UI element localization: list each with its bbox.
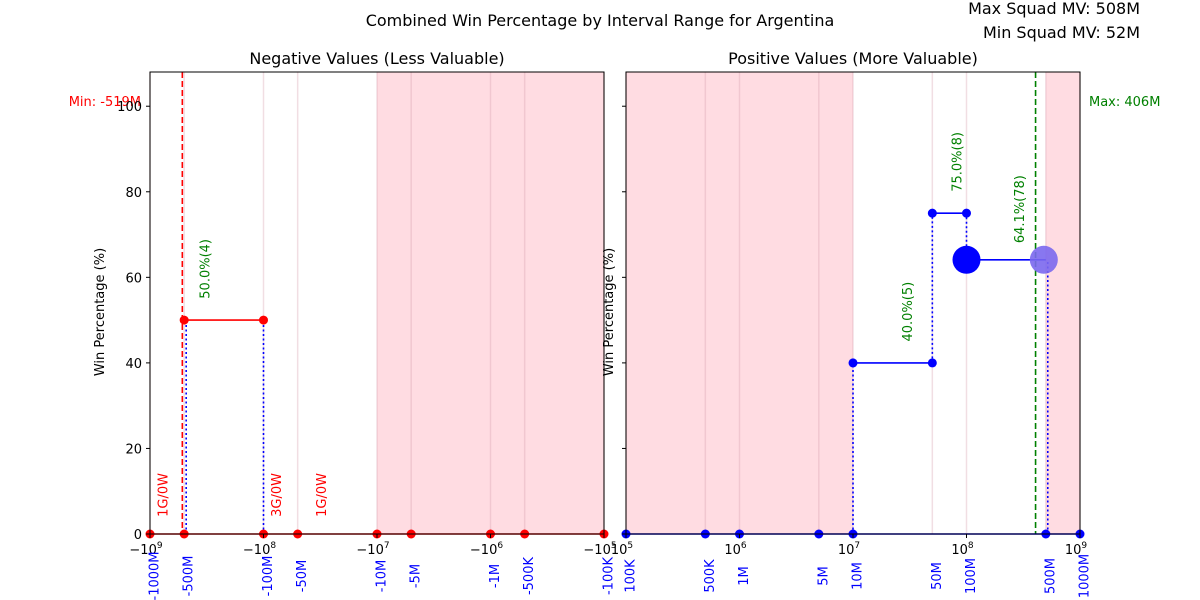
x-major-tick-label-1: 106: [724, 541, 747, 558]
y-tick-label-0: 0: [134, 528, 142, 543]
interval-tick-label-8: 1000M: [1078, 554, 1093, 598]
annotation-3: 1G/0W: [315, 473, 330, 517]
annotation-0: 40.0%(5): [901, 282, 916, 342]
y-tick-label-1: 20: [125, 442, 142, 457]
annotation-2: 64.1%(78): [1013, 175, 1028, 243]
figure-title: Combined Win Percentage by Interval Rang…: [366, 11, 835, 30]
bubble-0: [952, 245, 981, 274]
interval-tick-label-7: -500K: [522, 557, 537, 596]
x-major-tick-label-0: −109: [129, 541, 162, 558]
interval-tick-label-5: -5M: [409, 564, 424, 588]
boundary-label: Min: -519M: [69, 95, 141, 110]
interval-tick-label-4: -10M: [375, 560, 390, 592]
interval-tick-label-2: -100M: [261, 556, 276, 597]
negative-values-panel: Min: -519M 50.0%(4) 1G/0W 3G/0W 1G/0W Negativ…: [69, 49, 617, 600]
positive-values-panel: Max: 406M 40.0%(5) 75.0%(8) 64.1%(78) Positi…: [602, 49, 1160, 598]
shaded-range-0: [626, 72, 853, 534]
y-axis-label: Win Percentage (%): [93, 248, 108, 376]
interval-tick-label-4: 10M: [851, 562, 866, 590]
data-point-6: [927, 358, 937, 368]
panel-title: Positive Values (More Valuable): [728, 49, 978, 68]
x-major-tick-label-1: −108: [243, 541, 276, 558]
annotation-1: 75.0%(8): [950, 132, 965, 192]
bubble-1: [1029, 245, 1058, 274]
data-point-7: [927, 208, 937, 218]
boundary-label: Max: 406M: [1089, 95, 1160, 110]
y-axis-label: Win Percentage (%): [602, 248, 617, 376]
interval-tick-label-2: 1M: [737, 566, 752, 586]
interval-tick-label-7: 500M: [1043, 558, 1058, 594]
annotation-0: 50.0%(4): [198, 239, 213, 299]
interval-tick-label-1: 500K: [703, 559, 718, 593]
data-point-5: [848, 358, 858, 368]
data-point-8: [962, 208, 971, 218]
x-major-tick-label-2: −107: [356, 541, 389, 558]
interval-tick-label-8: -100K: [602, 557, 617, 596]
y-tick-label-2: 40: [125, 357, 142, 372]
x-major-tick-label-4: −105: [583, 541, 616, 558]
panel-title: Negative Values (Less Valuable): [249, 49, 504, 68]
interval-tick-label-5: 50M: [930, 562, 945, 590]
interval-tick-label-0: 100K: [624, 559, 639, 593]
interval-tick-label-3: 5M: [816, 566, 831, 586]
shaded-range-0: [377, 72, 604, 534]
interval-tick-label-6: 100M: [964, 558, 979, 594]
interval-tick-label-0: -1000M: [148, 552, 163, 600]
interval-tick-label-1: -500M: [182, 556, 197, 597]
y-tick-label-5: 100: [117, 100, 142, 115]
x-major-tick-label-2: 107: [838, 541, 860, 558]
data-point-2: [179, 315, 189, 325]
min-squad-mv-label: Min Squad MV: 52M: [983, 23, 1140, 42]
y-tick-label-3: 60: [125, 271, 142, 286]
data-point-3: [259, 315, 268, 325]
y-tick-label-4: 80: [125, 186, 142, 201]
shaded-range-1: [1045, 72, 1080, 534]
interval-tick-label-3: -50M: [295, 560, 310, 592]
annotation-2: 3G/0W: [270, 473, 285, 517]
max-squad-mv-label: Max Squad MV: 508M: [968, 0, 1140, 18]
x-major-tick-label-3: 108: [951, 541, 974, 558]
x-major-tick-label-0: 105: [611, 541, 633, 558]
interval-tick-label-6: -1M: [488, 564, 503, 588]
x-major-tick-label-4: 109: [1065, 541, 1088, 558]
x-major-tick-label-3: −106: [470, 541, 503, 558]
annotation-1: 1G/0W: [157, 473, 172, 517]
